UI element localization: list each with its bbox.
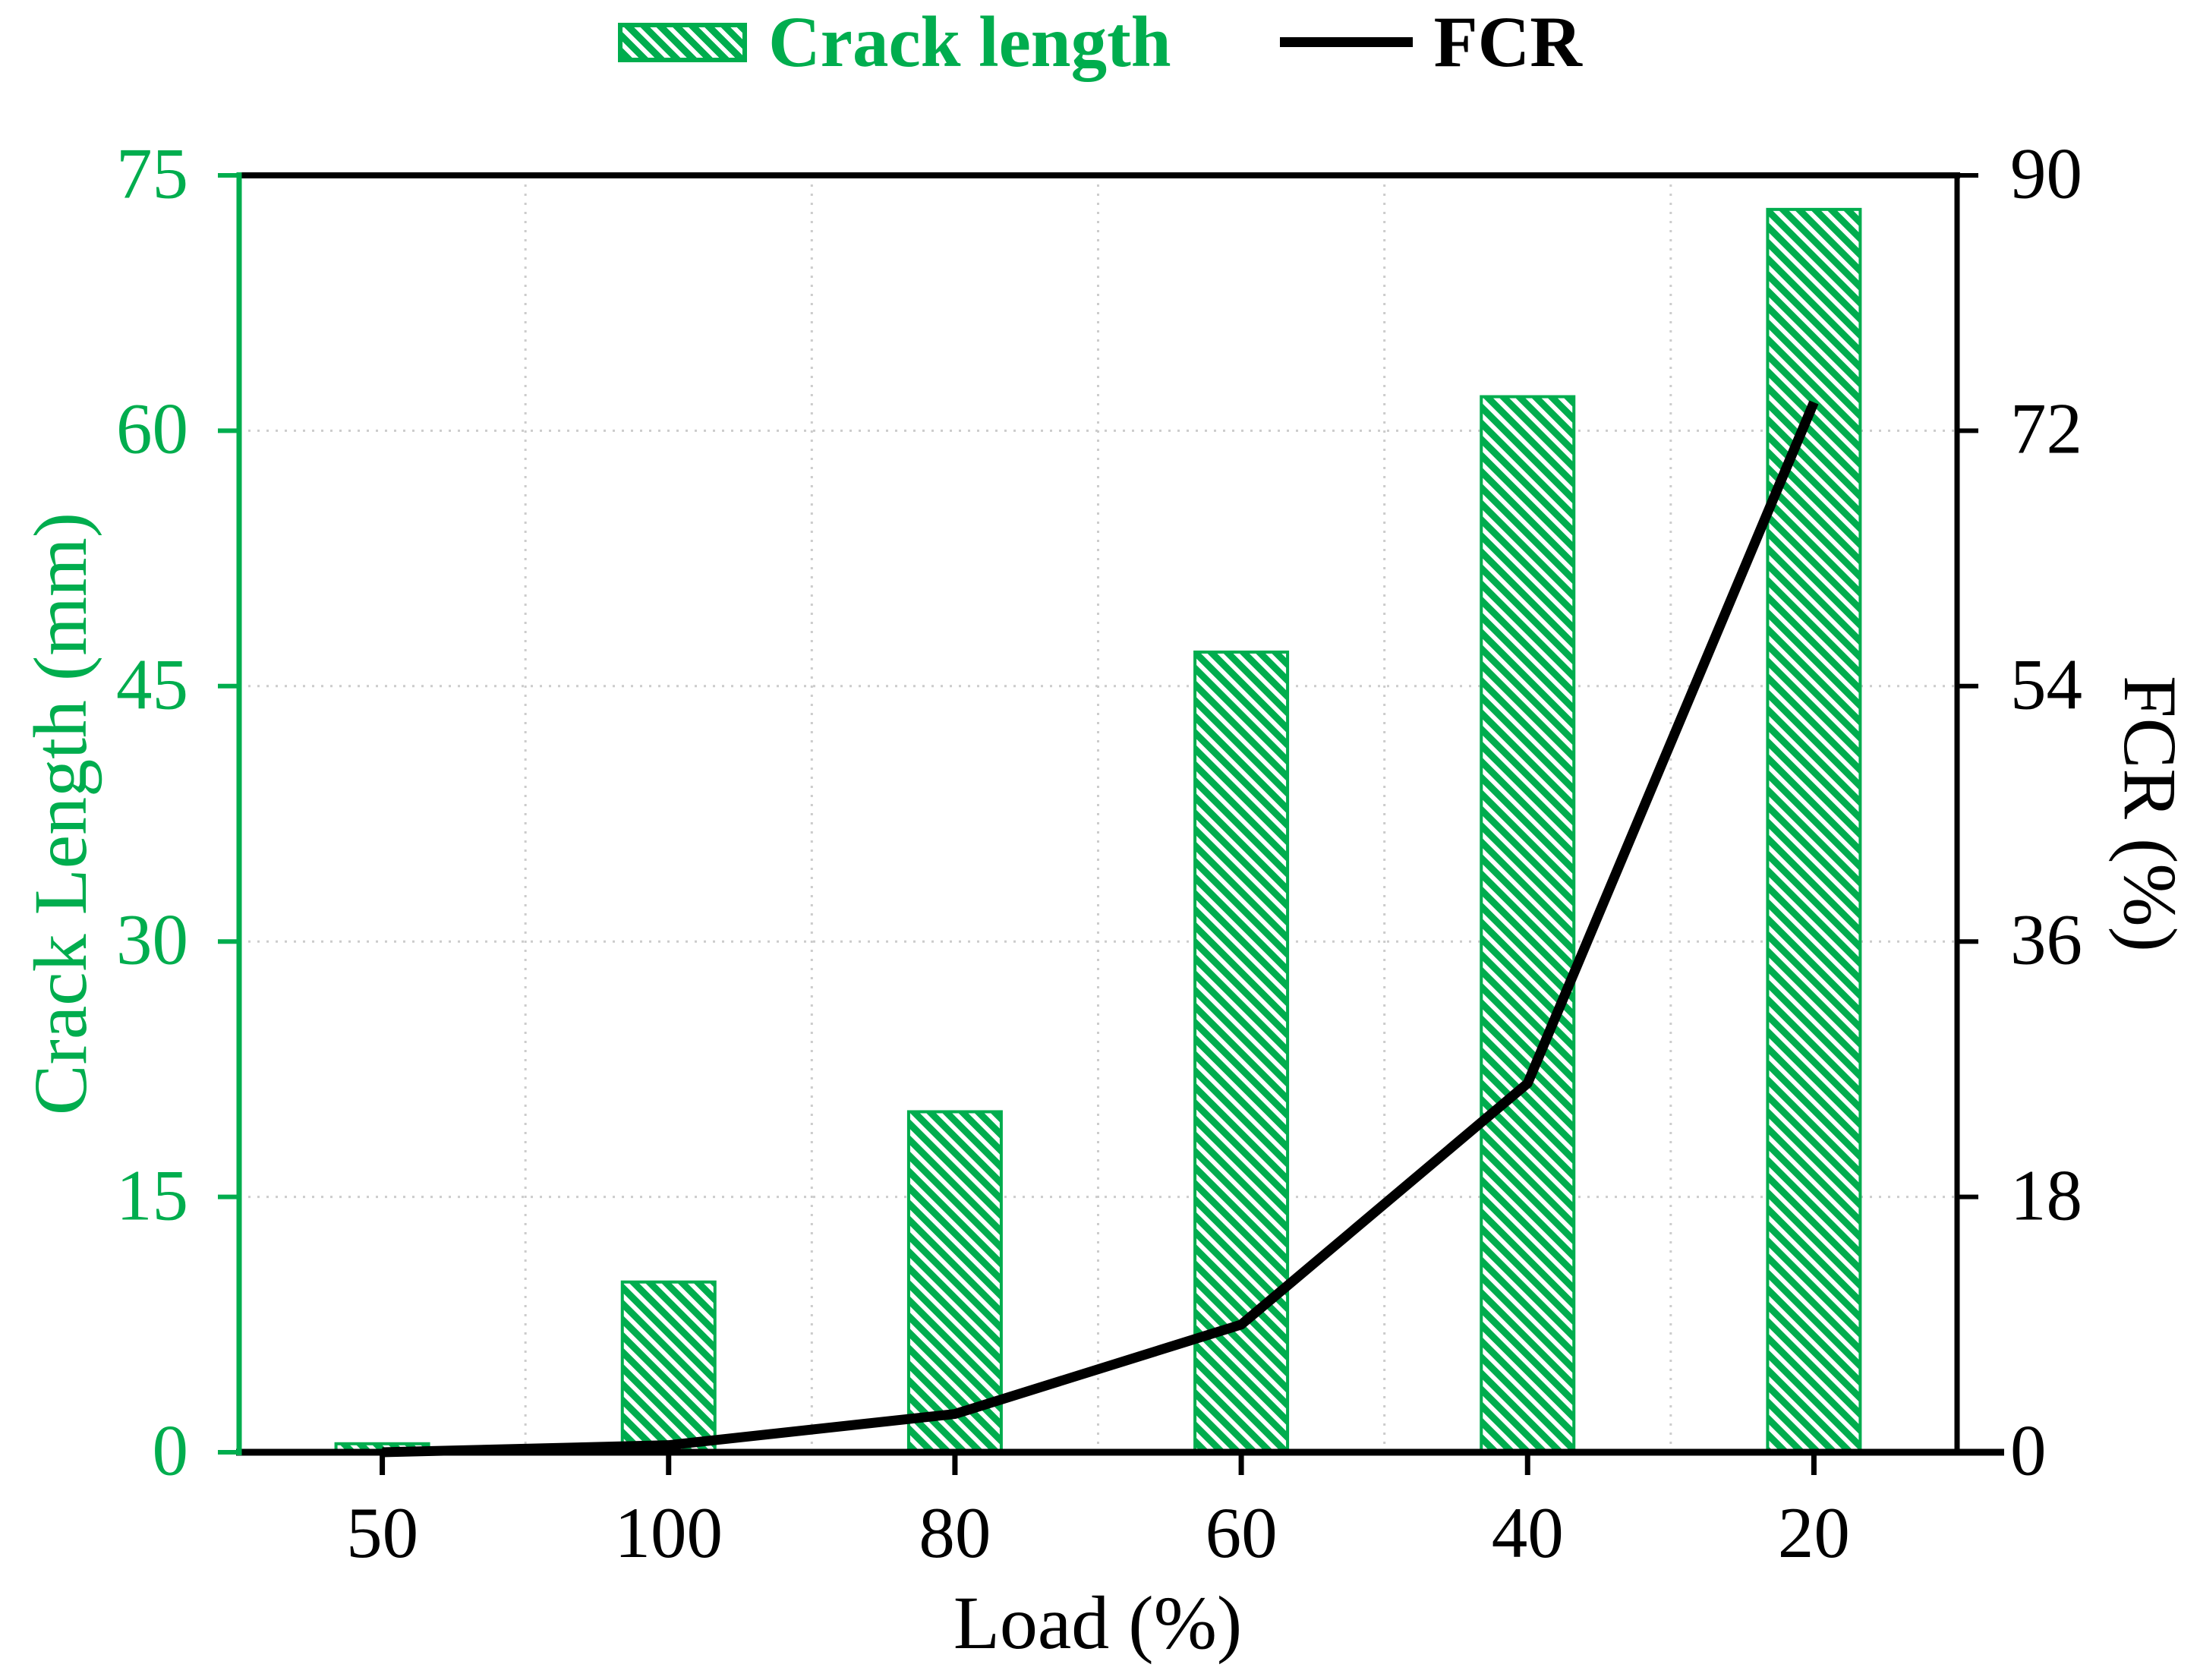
axes — [218, 172, 2004, 1475]
left-axis-title: Crack Length (mm) — [18, 512, 102, 1116]
bars — [334, 207, 1862, 1455]
right-tick-label-0: 0 — [2010, 1410, 2047, 1491]
x-tick-label-50: 50 — [346, 1492, 419, 1573]
fcr-line-swatch — [1279, 37, 1413, 47]
left-tick-label-15: 15 — [116, 1155, 188, 1236]
x-axis-title: Load (%) — [953, 1581, 1243, 1665]
fcr-line — [382, 400, 1819, 1458]
bar-40 — [1480, 395, 1576, 1455]
x-tick-label-80: 80 — [919, 1492, 991, 1573]
right-tick-label-36: 36 — [2010, 899, 2082, 980]
left-tick-label-0: 0 — [152, 1410, 189, 1491]
right-tick-label-90: 90 — [2010, 133, 2082, 214]
right-tick-label-18: 18 — [2010, 1155, 2082, 1236]
legend-label-crack-length: Crack length — [768, 2, 1171, 82]
legend: Crack length FCR — [0, 6, 2200, 78]
left-tick-label-60: 60 — [116, 388, 188, 469]
right-tick-label-54: 54 — [2010, 644, 2082, 725]
bar-100 — [620, 1280, 717, 1454]
left-tick-label-30: 30 — [116, 899, 188, 980]
bar-80 — [906, 1110, 1003, 1454]
crack-length-hatch-swatch — [618, 22, 748, 62]
left-tick-label-75: 75 — [116, 133, 188, 214]
x-tick-label-20: 20 — [1777, 1492, 1850, 1573]
x-tick-label-60: 60 — [1205, 1492, 1278, 1573]
x-tick-label-40: 40 — [1491, 1492, 1564, 1573]
right-tick-label-72: 72 — [2010, 388, 2082, 469]
right-axis-title: FCR (%) — [2108, 676, 2192, 952]
gridlines — [239, 175, 1957, 1452]
x-tick-label-100: 100 — [614, 1492, 723, 1573]
fcr-polyline — [382, 400, 1819, 1458]
bar-20 — [1766, 207, 1862, 1454]
left-tick-label-45: 45 — [116, 644, 188, 725]
legend-label-fcr: FCR — [1433, 2, 1582, 82]
